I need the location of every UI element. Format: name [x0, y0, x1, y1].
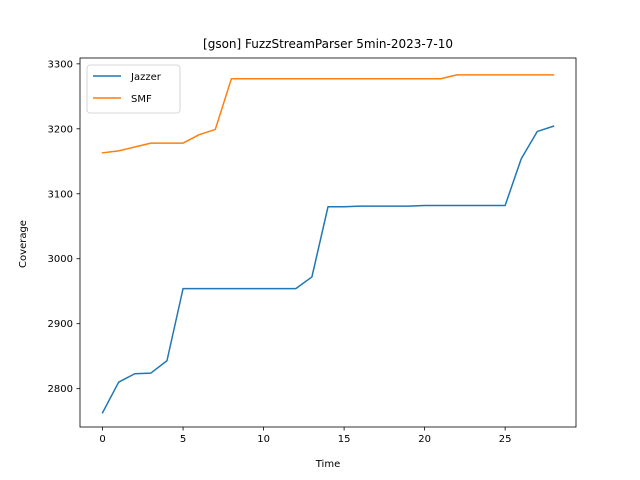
y-tick-label: 3300 [48, 59, 73, 70]
x-tick-label: 5 [180, 434, 186, 445]
legend-box [86, 64, 181, 114]
y-tick-label: 3200 [48, 124, 73, 135]
y-axis: 2800 2900 3000 3100 3200 3300 [48, 59, 80, 395]
plot-area [79, 57, 577, 428]
legend-label-jazzer: Jazzer [130, 72, 162, 83]
y-axis-label: Coverage [18, 220, 29, 268]
series-layer [101, 74, 555, 414]
x-tick-label: 20 [418, 434, 431, 445]
legend: Jazzer SMF [86, 64, 181, 114]
y-tick-label: 2900 [48, 319, 73, 330]
y-tick-label: 2800 [48, 384, 73, 395]
plot-frame [79, 57, 577, 428]
x-tick-label: 0 [99, 434, 105, 445]
x-axis: 0 5 10 15 20 25 [99, 427, 512, 445]
x-axis-label: Time [315, 459, 340, 470]
x-tick-label: 15 [338, 434, 351, 445]
y-tick-label: 3100 [48, 189, 73, 200]
series-line-smf [101, 74, 555, 154]
x-tick-label: 10 [257, 434, 270, 445]
chart-title: [gson] FuzzStreamParser 5min-2023-7-10 [203, 37, 453, 51]
y-tick-label: 3000 [48, 254, 73, 265]
x-tick-label: 25 [499, 434, 512, 445]
series-line-jazzer [101, 125, 555, 414]
legend-label-smf: SMF [131, 94, 152, 105]
